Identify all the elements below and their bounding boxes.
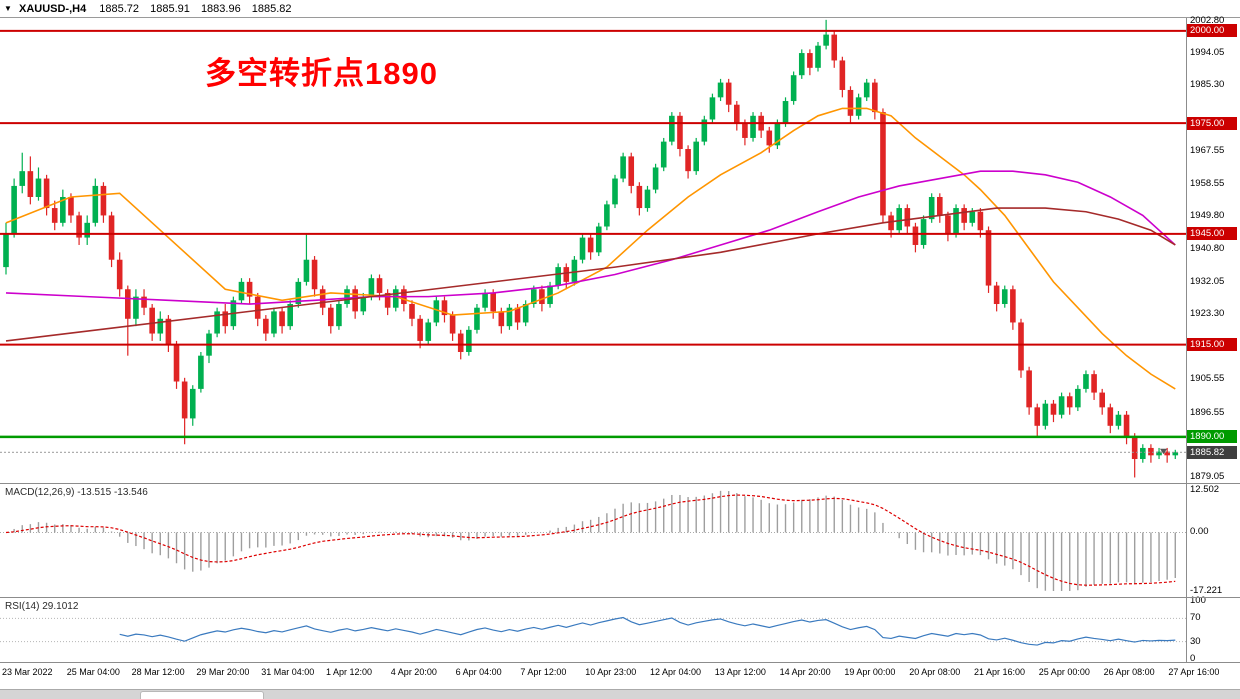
price-tick: 1896.55 [1190,406,1225,418]
axis-divider [1186,18,1187,662]
rsi-tick: 30 [1190,635,1201,647]
time-tick: 26 Apr 08:00 [1103,667,1155,677]
time-tick: 7 Apr 12:00 [520,667,567,677]
time-tick: 31 Mar 04:00 [261,667,315,677]
price-tick: 1985.30 [1190,79,1225,91]
price-level-badge: 1915.00 [1187,338,1237,352]
time-tick: 6 Apr 04:00 [455,667,502,677]
price-tick: 1958.55 [1190,177,1225,189]
current-price-badge: 1885.82 [1187,445,1237,459]
time-axis[interactable]: 23 Mar 2022 25 Mar 04:00 28 Mar 12:00 29 Ma… [0,663,1240,689]
price-tick: 1994.05 [1190,46,1225,58]
time-tick: 21 Apr 16:00 [974,667,1026,677]
time-tick: 28 Mar 12:00 [131,667,185,677]
time-tick: 10 Apr 23:00 [585,667,637,677]
quote-high: 1885.91 [150,3,190,15]
time-tick: 13 Apr 12:00 [714,667,766,677]
macd-panel-canvas[interactable] [0,484,1186,597]
macd-tick: -17.221 [1190,585,1223,596]
rsi-indicator-label: RSI(14) 29.1012 [5,601,79,612]
price-level-badge: 1975.00 [1187,116,1237,130]
panel-separator [0,662,1240,663]
time-tick: 1 Apr 12:00 [326,667,373,677]
price-tick: 1940.80 [1190,243,1225,255]
price-tick: 1932.05 [1190,275,1225,287]
chart-header: ▼ XAUUSD-,H4 1885.72 1885.91 1883.96 188… [0,0,1240,18]
rsi-panel-canvas[interactable] [0,598,1186,662]
quote-close: 1885.82 [251,3,292,15]
time-tick: 12 Apr 04:00 [650,667,702,677]
price-tick: 2002.80 [1190,14,1225,26]
time-tick: 4 Apr 20:00 [390,667,437,677]
macd-indicator-label: MACD(12,26,9) -13.515 -13.546 [5,487,148,498]
time-tick: 25 Apr 00:00 [1038,667,1090,677]
time-tick: 29 Mar 20:00 [196,667,250,677]
price-tick: 1923.30 [1190,307,1225,319]
rsi-tick: 100 [1190,595,1206,606]
price-tick: 1967.55 [1190,144,1225,156]
macd-tick: 12.502 [1190,484,1220,495]
quote-open: 1885.72 [99,3,140,15]
price-level-badge: 1945.00 [1187,227,1237,241]
symbol-timeframe-label: XAUUSD-,H4 [18,3,87,15]
panel-separator[interactable] [0,483,1240,484]
taskbar-item[interactable] [140,691,264,699]
rsi-tick: 0 [1190,653,1196,664]
panel-separator[interactable] [0,597,1240,598]
time-tick: 19 Apr 00:00 [844,667,896,677]
macd-tick: 0.00 [1190,526,1209,538]
price-level-badge: 1890.00 [1187,430,1237,444]
rsi-tick: 70 [1190,612,1201,624]
chart-annotation-text: 多空转折点1890 [205,56,438,91]
time-tick: 20 Apr 08:00 [909,667,961,677]
taskbar-strip [0,689,1240,699]
time-tick: 23 Mar 2022 [2,667,53,677]
time-tick: 14 Apr 20:00 [779,667,831,677]
collapse-triangle-icon[interactable]: ▼ [4,4,12,13]
quote-low: 1883.96 [200,3,241,15]
time-tick: 25 Mar 04:00 [66,667,120,677]
price-tick: 1879.05 [1190,471,1225,483]
price-level-badge: 2000.00 [1187,24,1237,38]
time-tick: 27 Apr 16:00 [1168,667,1220,677]
price-tick: 1949.80 [1190,210,1225,222]
price-chart-canvas[interactable] [0,18,1186,483]
price-tick: 1905.55 [1190,373,1225,385]
